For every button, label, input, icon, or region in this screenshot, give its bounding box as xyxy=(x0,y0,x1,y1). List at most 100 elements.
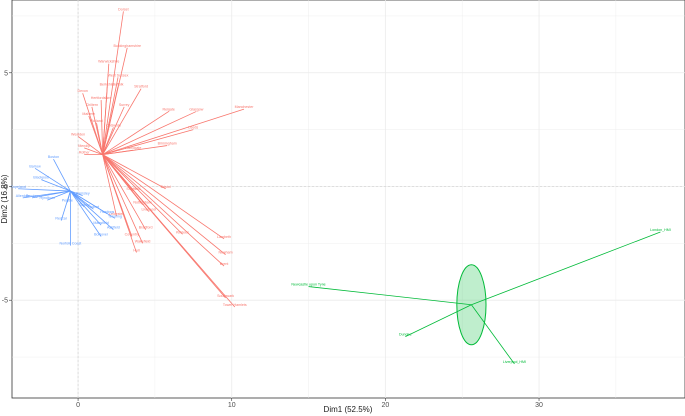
point-segment xyxy=(102,154,166,190)
origin-lines xyxy=(12,0,685,398)
point-label: Barrow xyxy=(29,164,41,168)
point-label: Bolsover xyxy=(94,233,109,237)
point-label: Mansfield xyxy=(93,221,108,225)
point-segment xyxy=(102,154,183,235)
point-segment xyxy=(34,167,71,192)
point-label: Tower Hamlets xyxy=(223,303,247,307)
point-label: Burnley xyxy=(26,194,38,198)
point-segment xyxy=(18,188,71,192)
point-label: Kirklees xyxy=(176,230,189,234)
point-label: Dundee xyxy=(399,333,412,337)
point-label: Barnsley xyxy=(76,192,90,196)
x-axis-title: Dim1 (52.5%) xyxy=(324,405,373,414)
x-tick-label: 10 xyxy=(228,402,236,409)
point-segment xyxy=(77,136,103,155)
point-segment xyxy=(102,129,194,156)
point-segment xyxy=(102,154,137,253)
point-segment xyxy=(84,147,103,156)
point-segment xyxy=(102,111,197,156)
point-label: Suffolk xyxy=(113,82,124,86)
point-label: Malvern xyxy=(82,112,95,116)
point-segment xyxy=(405,304,472,337)
point-segment xyxy=(102,154,236,308)
point-label: Norfolk Coast xyxy=(59,242,81,246)
point-label: Wealden xyxy=(71,132,85,136)
point-label: Glasgow xyxy=(189,107,203,111)
point-label: Southwark xyxy=(217,294,234,298)
point-label: Torbay xyxy=(79,203,90,207)
point-label: Leicester xyxy=(109,212,124,216)
point-label: Redcar xyxy=(55,217,67,221)
point-label: Chiltern xyxy=(86,103,98,107)
y-tick-label: 0 xyxy=(4,184,8,191)
point-segment xyxy=(102,127,114,155)
point-label: Thanet xyxy=(88,205,99,209)
point-label: Hull xyxy=(133,248,139,252)
point-segment xyxy=(102,154,147,230)
x-tick-label: 20 xyxy=(381,402,389,409)
y-tick-label: 5 xyxy=(4,70,8,77)
point-label: Warwickshire xyxy=(98,60,119,64)
point-segment xyxy=(102,154,117,217)
point-segment xyxy=(31,190,71,199)
grid-lines xyxy=(12,0,685,398)
point-label: Harrogate xyxy=(125,146,141,150)
point-segment xyxy=(102,108,245,156)
point-label: Tendring xyxy=(108,214,122,218)
point-label: Leeds xyxy=(188,126,198,130)
point-segment xyxy=(70,190,83,196)
point-segment xyxy=(102,86,119,155)
point-label: Ashfield xyxy=(107,226,120,230)
point-label: Hyndburn xyxy=(40,196,56,200)
point-label: Boston xyxy=(48,155,59,159)
point-segment xyxy=(102,11,124,155)
point-segment xyxy=(102,106,125,155)
point-label: Liverpool_HMI xyxy=(503,360,526,364)
point-segment xyxy=(70,190,102,226)
point-segment xyxy=(70,190,102,237)
point-segment xyxy=(102,88,142,155)
point-label: Buckinghamshire xyxy=(113,44,141,48)
point-segment xyxy=(70,190,114,231)
point-label: Nottingham xyxy=(133,201,151,205)
point-label: Stratford xyxy=(134,85,148,89)
point-label: Pendle xyxy=(62,198,73,202)
point-segment xyxy=(102,154,225,267)
y-axis-ticks: -5 0 5 xyxy=(2,70,12,305)
point-label: Birmingham xyxy=(158,142,177,146)
point-label: Berkshire xyxy=(100,82,115,86)
y-tick-label: -5 xyxy=(2,298,8,305)
y-axis-title: Dim2 (16.8%) xyxy=(0,174,9,223)
point-label: Surrey xyxy=(119,103,130,107)
point-label: Manchester xyxy=(235,105,255,109)
point-label: Rother xyxy=(79,151,91,155)
plot-panel xyxy=(11,0,685,399)
point-segment xyxy=(102,149,134,156)
point-segments xyxy=(18,11,661,365)
point-label: Coventry xyxy=(125,233,140,237)
point-label: London_HMI xyxy=(650,228,671,232)
point-segment xyxy=(102,111,169,155)
point-label: Devon xyxy=(77,89,87,93)
x-tick-label: 0 xyxy=(76,402,80,409)
point-segment xyxy=(53,159,71,192)
point-segment xyxy=(102,86,108,155)
point-label: Copeland xyxy=(10,185,25,189)
point-segment xyxy=(102,154,225,240)
x-tick-label: 30 xyxy=(535,402,543,409)
point-segment xyxy=(102,154,143,244)
point-label: Mendip xyxy=(78,144,90,148)
x-axis-ticks: 0 10 20 30 xyxy=(76,398,543,409)
point-label: Hertfordshire xyxy=(91,96,112,100)
point-segment xyxy=(70,190,116,219)
point-label: West Sussex xyxy=(108,73,129,77)
point-label: Lambeth xyxy=(217,235,231,239)
point-label: Hastings xyxy=(100,210,114,214)
point-label: Liverpool xyxy=(141,208,156,212)
point-segment xyxy=(308,286,472,306)
point-label: Wakefield xyxy=(135,239,151,243)
point-label: Bristol xyxy=(161,185,171,189)
point-segment xyxy=(60,190,71,221)
point-label: Newham xyxy=(218,251,232,255)
